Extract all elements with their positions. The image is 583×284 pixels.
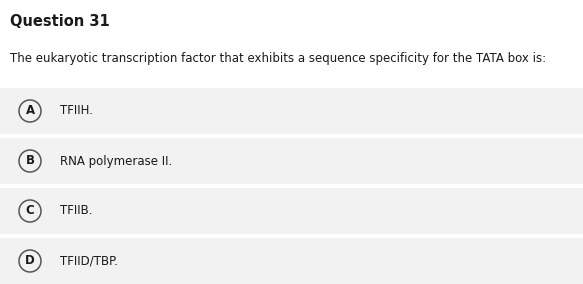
Text: The eukaryotic transcription factor that exhibits a sequence specificity for the: The eukaryotic transcription factor that… xyxy=(10,52,546,65)
Bar xyxy=(0,138,583,184)
Bar xyxy=(0,238,583,284)
Bar xyxy=(0,88,583,134)
Text: C: C xyxy=(26,204,34,218)
Text: Question 31: Question 31 xyxy=(10,14,110,29)
Text: TFIIB.: TFIIB. xyxy=(60,204,93,218)
Text: RNA polymerase II.: RNA polymerase II. xyxy=(60,154,172,168)
Text: TFIID/TBP.: TFIID/TBP. xyxy=(60,254,118,268)
Text: TFIIH.: TFIIH. xyxy=(60,105,93,118)
Bar xyxy=(0,188,583,234)
Text: B: B xyxy=(26,154,34,168)
Text: A: A xyxy=(26,105,34,118)
Text: D: D xyxy=(25,254,35,268)
